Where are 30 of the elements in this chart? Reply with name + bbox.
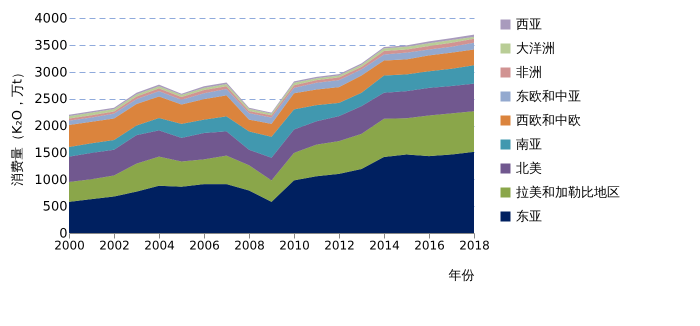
y-tick-label: 3000 [34,65,68,80]
y-tick-label: 4000 [34,12,68,26]
x-tick-label: 2010 [279,238,310,252]
legend-label: 西亚 [516,18,542,32]
legend-label: 东欧和中亚 [516,90,581,104]
x-tick-label: 2000 [54,238,85,252]
x-tick-label: 2008 [234,238,265,252]
y-tick-label: 2500 [34,92,68,108]
y-tick-label: 500 [42,200,68,215]
legend-label: 大洋洲 [516,42,555,56]
x-tick-label: 2012 [324,238,355,252]
x-tick-label: 2016 [414,238,445,252]
y-tick-label: 1000 [34,172,68,188]
y-tick-label: 2000 [34,119,68,134]
legend-label: 北美 [516,160,542,176]
y-tick-label: 3500 [34,38,68,54]
x-tick-label: 2002 [99,238,130,252]
legend-label: 南亚 [516,138,542,152]
legend-label: 东亚 [516,210,542,224]
legend-label: 拉美和加勒比地区 [516,184,620,200]
x-tick-label: 2014 [369,238,400,252]
y-axis-title: 消费量（K₂O，万t） [10,66,26,186]
legend-label: 西欧和中欧 [516,114,581,128]
legend-label: 非洲 [516,66,542,80]
x-tick-label: 2004 [144,238,175,252]
y-tick-label: 1500 [34,146,68,161]
y-tick-label: 0 [59,226,68,242]
x-axis-title: 年份 [448,268,474,284]
x-tick-label: 2006 [189,238,220,252]
x-tick-label: 2018 [459,238,490,252]
